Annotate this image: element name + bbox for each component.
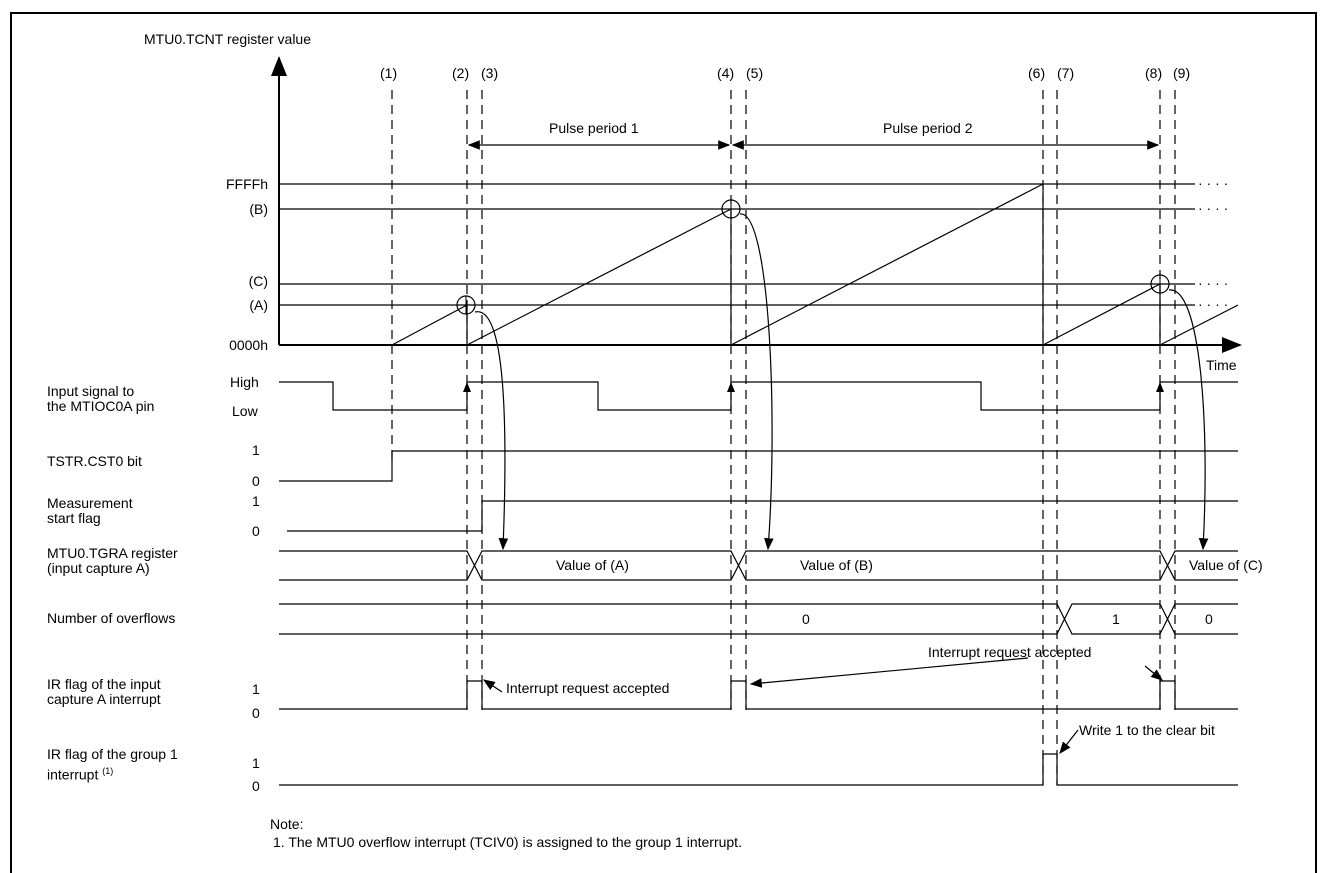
ir-group1-label-1: IR flag of the group 1 [47, 746, 178, 762]
input-high-label: High [230, 374, 259, 390]
meas-flag-label-2: start flag [47, 510, 101, 526]
marker-label-6: (6) [1028, 65, 1045, 81]
interrupt-accepted-arrow-2 [749, 657, 1029, 688]
interrupt-accepted-arrow-1 [483, 679, 503, 693]
input-low-label: Low [232, 403, 258, 419]
measurement-flag-waveform [287, 500, 1238, 532]
write-clear-text: Write 1 to the clear bit [1079, 722, 1215, 738]
tgra-value-c: Value of (C) [1189, 557, 1263, 573]
level-label-a: (A) [249, 297, 268, 313]
interrupt-accepted-text-2: Interrupt request accepted [928, 644, 1091, 660]
marker-label-8: (8) [1145, 65, 1162, 81]
overflow-value-1: 1 [1112, 611, 1120, 627]
write-clear-arrow [1059, 729, 1079, 754]
meas-flag-zero: 0 [252, 523, 260, 539]
input-signal-waveform [279, 381, 1238, 411]
tcnt-sawtooth [391, 183, 1239, 346]
dots-a: · · · · [1198, 296, 1228, 312]
ir-group1-footnote-ref: (1) [102, 766, 114, 776]
tgra-label-1: MTU0.TGRA register [47, 545, 178, 561]
note-line-1: 1. The MTU0 overflow interrupt (TCIV0) i… [273, 834, 742, 850]
overflow-value-2: 0 [1205, 611, 1213, 627]
ir-group1-label-text: interrupt [47, 766, 99, 783]
level-label-zero: 0000h [229, 337, 268, 353]
overflow-value-0: 0 [802, 611, 810, 627]
ir-capture-label-2: capture A interrupt [47, 691, 161, 707]
marker-label-2: (2) [452, 65, 469, 81]
ir-capture-label-1: IR flag of the input [47, 676, 161, 692]
diagram-frame [10, 12, 1317, 873]
ir-group1-one: 1 [252, 755, 260, 771]
marker-label-1: (1) [380, 65, 397, 81]
ir-capture-one: 1 [252, 681, 260, 697]
marker-label-9: (9) [1173, 65, 1190, 81]
level-label-ffff: FFFFh [226, 176, 268, 192]
note-title: Note: [270, 816, 304, 832]
pulse-period-1-label: Pulse period 1 [549, 120, 639, 136]
capture-transfer-arrows [474, 213, 1209, 551]
tstr-one: 1 [252, 442, 260, 458]
tstr-zero: 0 [252, 473, 260, 489]
tgra-bus [279, 550, 1238, 581]
dots-ffff: · · · · [1198, 175, 1228, 191]
tstr-cst0-waveform [279, 450, 1238, 482]
meas-flag-one: 1 [252, 493, 260, 509]
marker-label-3: (3) [481, 65, 498, 81]
marker-label-4: (4) [717, 65, 734, 81]
dots-c: · · · · [1198, 275, 1228, 291]
input-signal-label-1: Input signal to [47, 383, 135, 399]
overflow-bus [279, 603, 1238, 635]
interrupt-accepted-arrow-3 [1144, 665, 1163, 681]
time-label: Time [1206, 357, 1237, 373]
overflows-label: Number of overflows [47, 610, 176, 626]
level-label-c: (C) [248, 273, 268, 289]
ir-group1-label-2: interrupt (1) [47, 763, 113, 783]
ir-capture-waveform [279, 680, 1238, 710]
dots-b: · · · · [1198, 200, 1228, 216]
marker-label-7: (7) [1057, 65, 1074, 81]
marker-lines [391, 90, 1176, 785]
marker-label-5: (5) [746, 65, 763, 81]
tgra-value-b: Value of (B) [800, 557, 873, 573]
interrupt-accepted-text-1: Interrupt request accepted [506, 680, 669, 696]
ir-group1-zero: 0 [252, 778, 260, 794]
tgra-label-2: (input capture A) [47, 560, 150, 576]
meas-flag-label-1: Measurement [47, 495, 133, 511]
tstr-label: TSTR.CST0 bit [47, 453, 142, 469]
ir-group1-waveform [279, 753, 1238, 786]
ir-capture-zero: 0 [252, 705, 260, 721]
tgra-value-a: Value of (A) [556, 557, 629, 573]
pulse-period-2-label: Pulse period 2 [883, 120, 973, 136]
y-axis-title: MTU0.TCNT register value [144, 31, 312, 47]
level-label-b: (B) [249, 201, 268, 217]
input-signal-label-2: the MTIOC0A pin [47, 398, 155, 414]
